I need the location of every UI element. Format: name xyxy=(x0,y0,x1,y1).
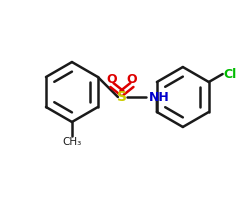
Text: Cl: Cl xyxy=(224,68,237,81)
Text: O: O xyxy=(107,73,117,86)
Text: CH₃: CH₃ xyxy=(62,137,82,147)
Text: S: S xyxy=(117,90,127,104)
Text: O: O xyxy=(126,73,137,86)
Text: NH: NH xyxy=(149,91,170,104)
